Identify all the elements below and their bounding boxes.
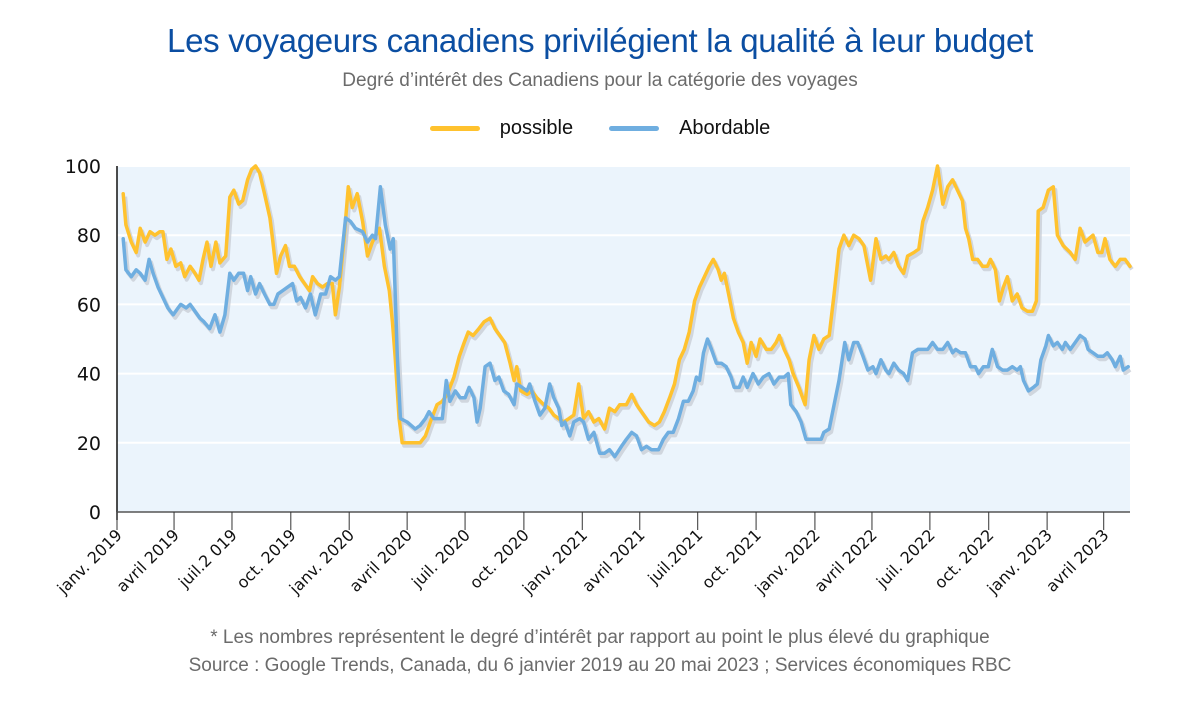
x-tick-label: oct. 2021 <box>698 525 765 592</box>
series-line-abordable <box>121 185 1130 459</box>
footnote-source: Source : Google Trends, Canada, du 6 jan… <box>188 655 1012 676</box>
y-tick-label: 20 <box>77 433 101 455</box>
legend-item-abordable: Abordable <box>609 117 770 140</box>
x-tick-label: juil. 2022 <box>872 525 939 592</box>
series-shadow-abordable <box>123 187 1132 462</box>
legend-label-abordable: Abordable <box>679 117 771 139</box>
chart-subtitle: Degré d’intérêt des Canadiens pour la ca… <box>342 70 858 91</box>
x-tick-label: juil.2021 <box>643 525 706 588</box>
x-tick-label: juil.2 019 <box>174 525 241 592</box>
legend-swatch-abordable <box>609 126 660 131</box>
y-tick-label: 80 <box>77 225 101 247</box>
y-tick-label: 0 <box>89 502 101 524</box>
x-tick-label: oct. 2020 <box>466 525 533 592</box>
x-tick-label: oct. 2022 <box>931 525 998 592</box>
x-tick-label: janv. 2023 <box>983 525 1056 598</box>
x-tick-label: avril 2021 <box>578 525 648 595</box>
x-tick-label: janv. 2021 <box>518 525 591 598</box>
x-tick-label: avril 2022 <box>810 525 880 595</box>
x-tick-label: oct. 2019 <box>233 525 300 592</box>
x-tick-label: avril 2023 <box>1042 525 1112 595</box>
legend-swatch-possible <box>429 126 480 131</box>
plot-area <box>117 166 1130 512</box>
legend: possible Abordable <box>0 117 1200 140</box>
series-line-possible <box>121 164 1132 445</box>
footnote: * Les nombres représentent le degré d’in… <box>0 624 1200 680</box>
y-tick-label: 60 <box>77 294 101 316</box>
x-tick-label: avril 2019 <box>112 525 182 595</box>
x-tick-label: avril 2020 <box>346 525 416 595</box>
x-tick-label: janv. 2019 <box>53 525 126 598</box>
series-shadow-possible <box>123 167 1134 448</box>
y-tick-label: 40 <box>77 364 101 386</box>
y-tick-label: 100 <box>65 156 101 178</box>
x-tick-label: janv. 2022 <box>751 525 824 598</box>
legend-label-possible: possible <box>499 117 574 139</box>
legend-item-possible: possible <box>429 117 574 140</box>
x-tick-label: juil. 2020 <box>407 525 474 592</box>
x-tick-label: janv. 2020 <box>285 525 358 598</box>
footnote-note: * Les nombres représentent le degré d’in… <box>210 627 990 648</box>
chart-title: Les voyageurs canadiens privilégient la … <box>167 22 1033 59</box>
